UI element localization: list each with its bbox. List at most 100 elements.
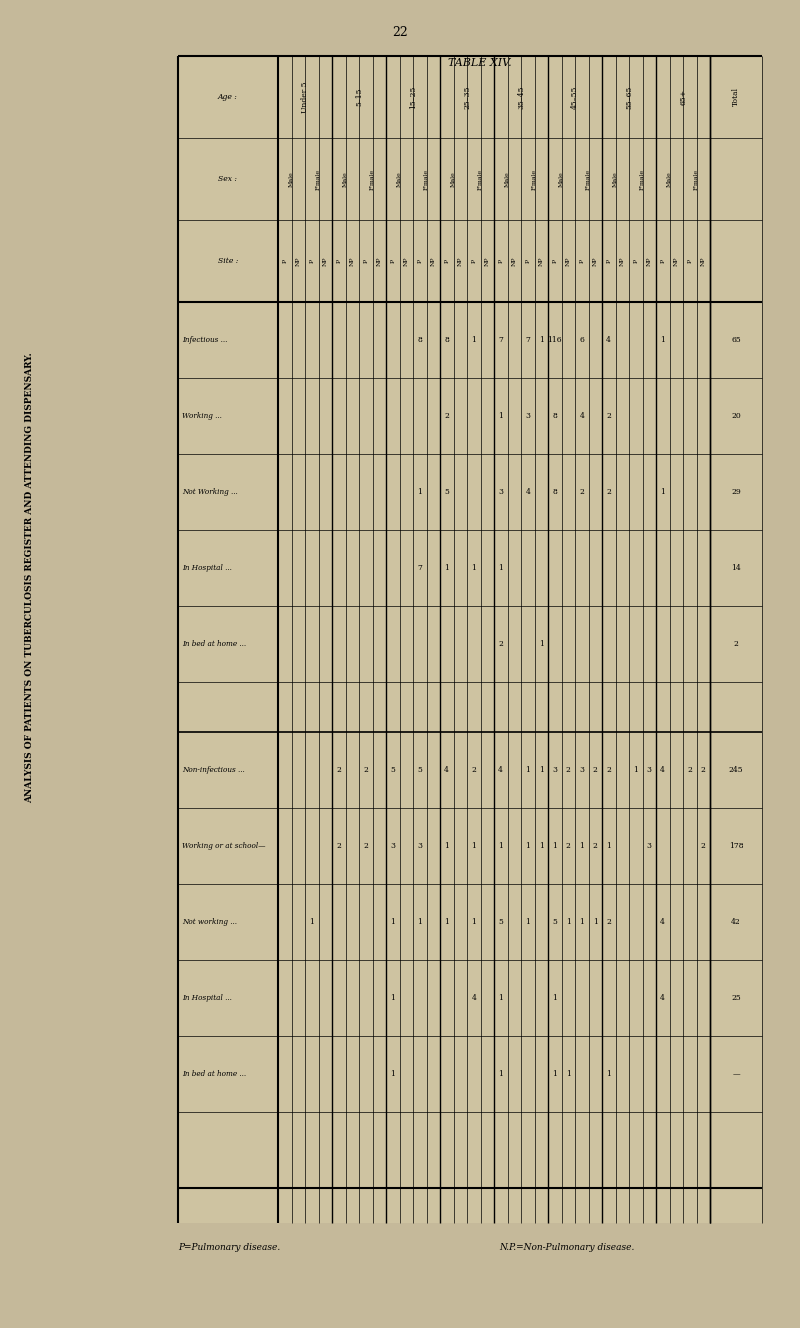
Text: 2: 2 (593, 842, 598, 850)
Text: P: P (634, 259, 638, 263)
Text: 1: 1 (552, 1070, 557, 1078)
Text: 8: 8 (552, 487, 557, 495)
Text: 4: 4 (660, 766, 665, 774)
Text: 1: 1 (660, 487, 665, 495)
Text: 55–65: 55–65 (625, 85, 633, 109)
Text: 2: 2 (566, 766, 570, 774)
Text: 20: 20 (731, 412, 741, 420)
Text: 1: 1 (579, 918, 584, 926)
Text: 1: 1 (526, 766, 530, 774)
Text: 15–25: 15–25 (409, 85, 417, 109)
Text: 1: 1 (444, 918, 449, 926)
Text: TABLE XIV.: TABLE XIV. (448, 58, 512, 68)
Text: 1: 1 (660, 336, 665, 344)
Text: 1: 1 (498, 564, 503, 572)
Text: NP: NP (404, 256, 409, 266)
Text: P: P (336, 259, 342, 263)
Text: 2: 2 (336, 766, 341, 774)
Text: Male: Male (505, 171, 510, 187)
Text: NP: NP (377, 256, 382, 266)
Text: Under 5: Under 5 (301, 81, 309, 113)
Text: Male: Male (397, 171, 402, 187)
Text: P: P (363, 259, 368, 263)
Text: P: P (310, 259, 314, 263)
Text: F'male: F'male (424, 169, 429, 190)
Text: NP: NP (322, 256, 328, 266)
Text: In bed at home ...: In bed at home ... (182, 640, 246, 648)
Text: N.P.=Non-Pulmonary disease.: N.P.=Non-Pulmonary disease. (499, 1243, 634, 1252)
Text: NP: NP (646, 256, 652, 266)
Text: NP: NP (674, 256, 678, 266)
Text: 1: 1 (471, 918, 476, 926)
Text: NP: NP (701, 256, 706, 266)
Text: 3: 3 (390, 842, 395, 850)
Text: 1: 1 (390, 918, 395, 926)
Text: P: P (418, 259, 422, 263)
Text: 35–45: 35–45 (517, 85, 525, 109)
Text: 4: 4 (471, 993, 476, 1003)
Text: P: P (498, 259, 503, 263)
Text: NP: NP (512, 256, 517, 266)
Text: F'male: F'male (532, 169, 537, 190)
Text: 8: 8 (552, 412, 557, 420)
Text: 2: 2 (701, 842, 706, 850)
Text: 5–15: 5–15 (355, 88, 363, 106)
Text: F'male: F'male (640, 169, 645, 190)
Text: 1: 1 (498, 412, 503, 420)
Text: 5: 5 (390, 766, 395, 774)
Text: P: P (687, 259, 692, 263)
Text: 2: 2 (363, 842, 368, 850)
Text: 2: 2 (336, 842, 341, 850)
Text: Working ...: Working ... (182, 412, 222, 420)
Text: 1: 1 (471, 336, 476, 344)
Text: NP: NP (566, 256, 570, 266)
Text: 65+: 65+ (679, 89, 687, 105)
Text: 1: 1 (526, 918, 530, 926)
Text: F'male: F'male (586, 169, 591, 190)
Text: 1: 1 (566, 1070, 570, 1078)
Text: 2: 2 (606, 766, 611, 774)
Text: 1: 1 (444, 564, 449, 572)
Text: 3: 3 (579, 766, 584, 774)
Text: 1: 1 (539, 336, 544, 344)
Text: Male: Male (613, 171, 618, 187)
Text: 6: 6 (579, 336, 584, 344)
Text: 2: 2 (593, 766, 598, 774)
Text: 25: 25 (731, 993, 741, 1003)
Text: 3: 3 (418, 842, 422, 850)
Text: 1: 1 (498, 993, 503, 1003)
Text: P: P (390, 259, 395, 263)
Text: 7: 7 (526, 336, 530, 344)
Text: 1: 1 (444, 842, 449, 850)
Text: 4: 4 (606, 336, 611, 344)
Text: In bed at home ...: In bed at home ... (182, 1070, 246, 1078)
Text: Male: Male (451, 171, 456, 187)
Text: 5: 5 (498, 918, 503, 926)
Text: 2: 2 (444, 412, 449, 420)
Text: Sex :: Sex : (218, 175, 238, 183)
Text: 2: 2 (566, 842, 570, 850)
Text: 1: 1 (390, 993, 395, 1003)
Text: 4: 4 (526, 487, 530, 495)
Text: Male: Male (559, 171, 564, 187)
Text: Working or at school—: Working or at school— (182, 842, 266, 850)
Text: 1: 1 (593, 918, 598, 926)
Text: 25–35: 25–35 (463, 85, 471, 109)
Text: 1: 1 (634, 766, 638, 774)
Text: Age :: Age : (218, 93, 238, 101)
Text: NP: NP (296, 256, 301, 266)
Text: 3: 3 (498, 487, 503, 495)
Text: NP: NP (620, 256, 625, 266)
Text: 1: 1 (471, 842, 476, 850)
Text: Not Working ...: Not Working ... (182, 487, 238, 495)
Text: P: P (552, 259, 558, 263)
Text: 1: 1 (390, 1070, 395, 1078)
Text: 3: 3 (526, 412, 530, 420)
Text: F'male: F'male (370, 169, 375, 190)
Text: NP: NP (430, 256, 436, 266)
Text: P: P (606, 259, 611, 263)
Text: 2: 2 (498, 640, 503, 648)
Text: Site :: Site : (218, 258, 238, 266)
Text: 8: 8 (418, 336, 422, 344)
Text: 3: 3 (552, 766, 558, 774)
